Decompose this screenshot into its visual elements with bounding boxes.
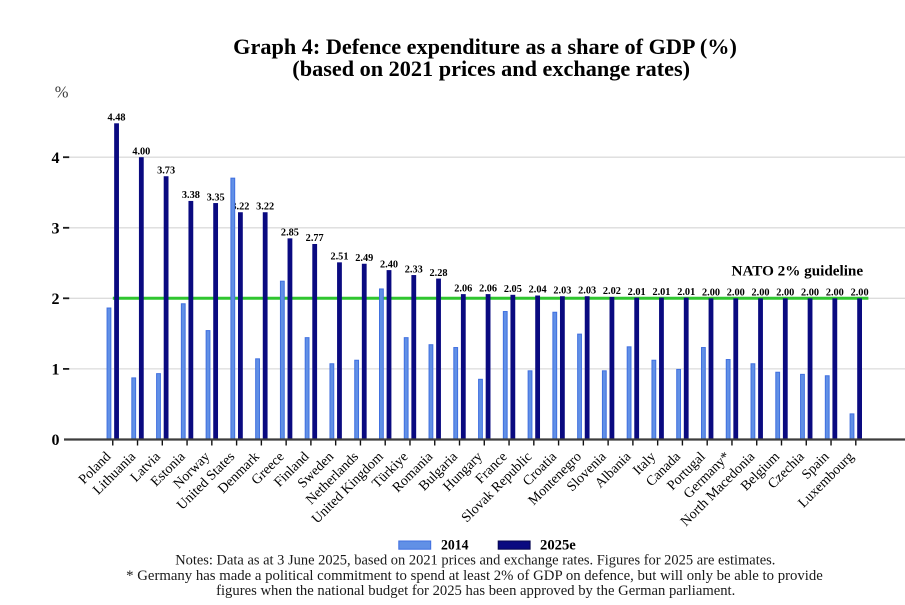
svg-text:1: 1 (52, 362, 60, 379)
svg-text:2.00: 2.00 (851, 288, 869, 299)
svg-text:2.28: 2.28 (430, 268, 448, 279)
svg-text:0: 0 (52, 432, 60, 449)
svg-text:2.00: 2.00 (826, 288, 844, 299)
svg-text:2.49: 2.49 (355, 253, 373, 264)
svg-text:2.03: 2.03 (553, 285, 571, 296)
svg-text:2.04: 2.04 (529, 285, 547, 296)
svg-text:2.00: 2.00 (752, 288, 770, 299)
svg-text:3.35: 3.35 (207, 192, 225, 203)
svg-text:2.00: 2.00 (776, 288, 794, 299)
svg-text:2.01: 2.01 (677, 287, 695, 298)
svg-text:3: 3 (52, 220, 60, 237)
svg-text:2.33: 2.33 (405, 264, 423, 275)
svg-text:Graph 4: Defence expenditure a: Graph 4: Defence expenditure as a share … (233, 34, 737, 59)
svg-text:4.00: 4.00 (132, 146, 150, 157)
svg-text:3.22: 3.22 (256, 201, 274, 212)
svg-text:2.51: 2.51 (330, 252, 348, 263)
svg-text:2.01: 2.01 (652, 287, 670, 298)
svg-text:2.01: 2.01 (628, 287, 646, 298)
svg-text:4.48: 4.48 (108, 113, 126, 124)
svg-text:3.22: 3.22 (231, 201, 249, 212)
svg-text:2.06: 2.06 (454, 283, 472, 294)
svg-text:2.40: 2.40 (380, 259, 398, 270)
svg-text:2.02: 2.02 (603, 286, 621, 297)
svg-text:2025e: 2025e (540, 538, 576, 554)
svg-text:2014: 2014 (441, 538, 469, 554)
svg-text:4: 4 (52, 150, 60, 167)
svg-text:2.06: 2.06 (479, 283, 497, 294)
svg-text:%: % (55, 83, 69, 102)
svg-text:(based on 2021 prices and exch: (based on 2021 prices and exchange rates… (292, 56, 690, 81)
svg-text:2.00: 2.00 (727, 288, 745, 299)
svg-text:figures when the national budg: figures when the national budget for 202… (216, 583, 735, 599)
svg-text:2.77: 2.77 (306, 233, 324, 244)
svg-text:2.85: 2.85 (281, 228, 299, 239)
svg-text:2.00: 2.00 (801, 288, 819, 299)
svg-text:3.73: 3.73 (157, 165, 175, 176)
svg-text:NATO 2% guideline: NATO 2% guideline (732, 264, 864, 280)
svg-text:3.38: 3.38 (182, 190, 200, 201)
svg-text:2.05: 2.05 (504, 284, 522, 295)
svg-text:2.03: 2.03 (578, 285, 596, 296)
svg-text:Notes: Data as at 3 June 2025,: Notes: Data as at 3 June 2025, based on … (175, 553, 775, 569)
svg-text:* Germany has made a political: * Germany has made a political commitmen… (126, 568, 823, 584)
svg-text:2: 2 (52, 291, 60, 308)
svg-text:2.00: 2.00 (702, 288, 720, 299)
